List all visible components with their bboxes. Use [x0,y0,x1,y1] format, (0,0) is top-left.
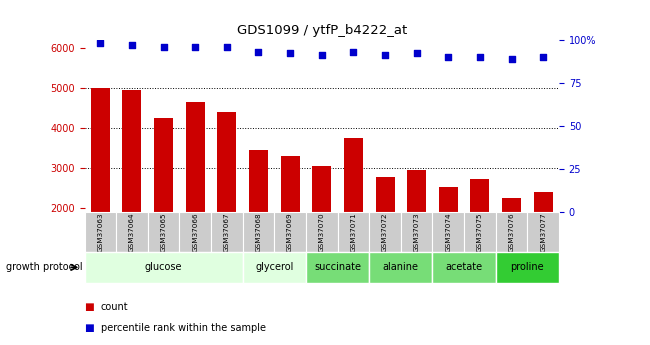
Bar [502,198,521,288]
Point [411,51,422,56]
Point [95,40,105,46]
Bar [186,102,205,288]
Text: GSM37075: GSM37075 [477,212,483,252]
Text: GSM37063: GSM37063 [98,212,103,252]
Bar [242,212,274,252]
Bar [148,212,179,252]
Bar [84,212,116,252]
Point [127,42,137,48]
Text: acetate: acetate [445,263,483,272]
Bar [496,212,527,252]
Point [506,56,517,61]
Text: succinate: succinate [314,263,361,272]
Point [222,44,232,49]
Bar [312,166,332,288]
Text: GSM37070: GSM37070 [318,212,325,252]
Point [474,54,485,60]
Bar [527,212,559,252]
Bar [496,252,559,283]
Point [538,54,549,60]
Bar [84,252,242,283]
Bar [274,212,306,252]
Point [443,54,454,60]
Bar [464,212,496,252]
Text: GSM37073: GSM37073 [413,212,420,252]
Bar [217,112,237,288]
Text: glucose: glucose [145,263,183,272]
Text: GSM37072: GSM37072 [382,212,388,252]
Text: percentile rank within the sample: percentile rank within the sample [101,323,266,333]
Bar [369,212,401,252]
Point [348,49,359,55]
Bar [376,177,395,288]
Text: GSM37065: GSM37065 [161,212,166,252]
Point [254,49,264,55]
Text: GSM37064: GSM37064 [129,212,135,252]
Text: GSM37068: GSM37068 [255,212,261,252]
Bar [369,252,432,283]
Bar [432,212,464,252]
Bar [91,88,110,288]
Text: GSM37076: GSM37076 [508,212,515,252]
Bar [432,252,496,283]
Text: ■: ■ [84,323,94,333]
Bar [407,170,426,288]
Bar [471,179,489,288]
Bar [242,252,306,283]
Bar [306,212,337,252]
Point [190,44,200,49]
Text: growth protocol: growth protocol [6,263,83,272]
Point [285,51,295,56]
Text: proline: proline [510,263,544,272]
Text: GSM37071: GSM37071 [350,212,356,252]
Bar [337,212,369,252]
Title: GDS1099 / ytfP_b4222_at: GDS1099 / ytfP_b4222_at [237,24,407,37]
Bar [306,252,369,283]
Bar [122,90,142,288]
Bar [401,212,432,252]
Bar [116,212,148,252]
Point [159,44,169,49]
Bar [249,150,268,288]
Bar [344,138,363,288]
Bar [439,187,458,288]
Text: GSM37067: GSM37067 [224,212,230,252]
Text: count: count [101,302,129,312]
Point [380,52,390,58]
Text: alanine: alanine [383,263,419,272]
Bar [281,156,300,288]
Point [317,52,327,58]
Bar [179,212,211,252]
Text: glycerol: glycerol [255,263,294,272]
Text: ■: ■ [84,302,94,312]
Text: GSM37077: GSM37077 [540,212,546,252]
Text: GSM37066: GSM37066 [192,212,198,252]
Text: GSM37069: GSM37069 [287,212,293,252]
Text: GSM37074: GSM37074 [445,212,451,252]
Bar [211,212,242,252]
Bar [534,192,552,288]
Bar [154,118,173,288]
